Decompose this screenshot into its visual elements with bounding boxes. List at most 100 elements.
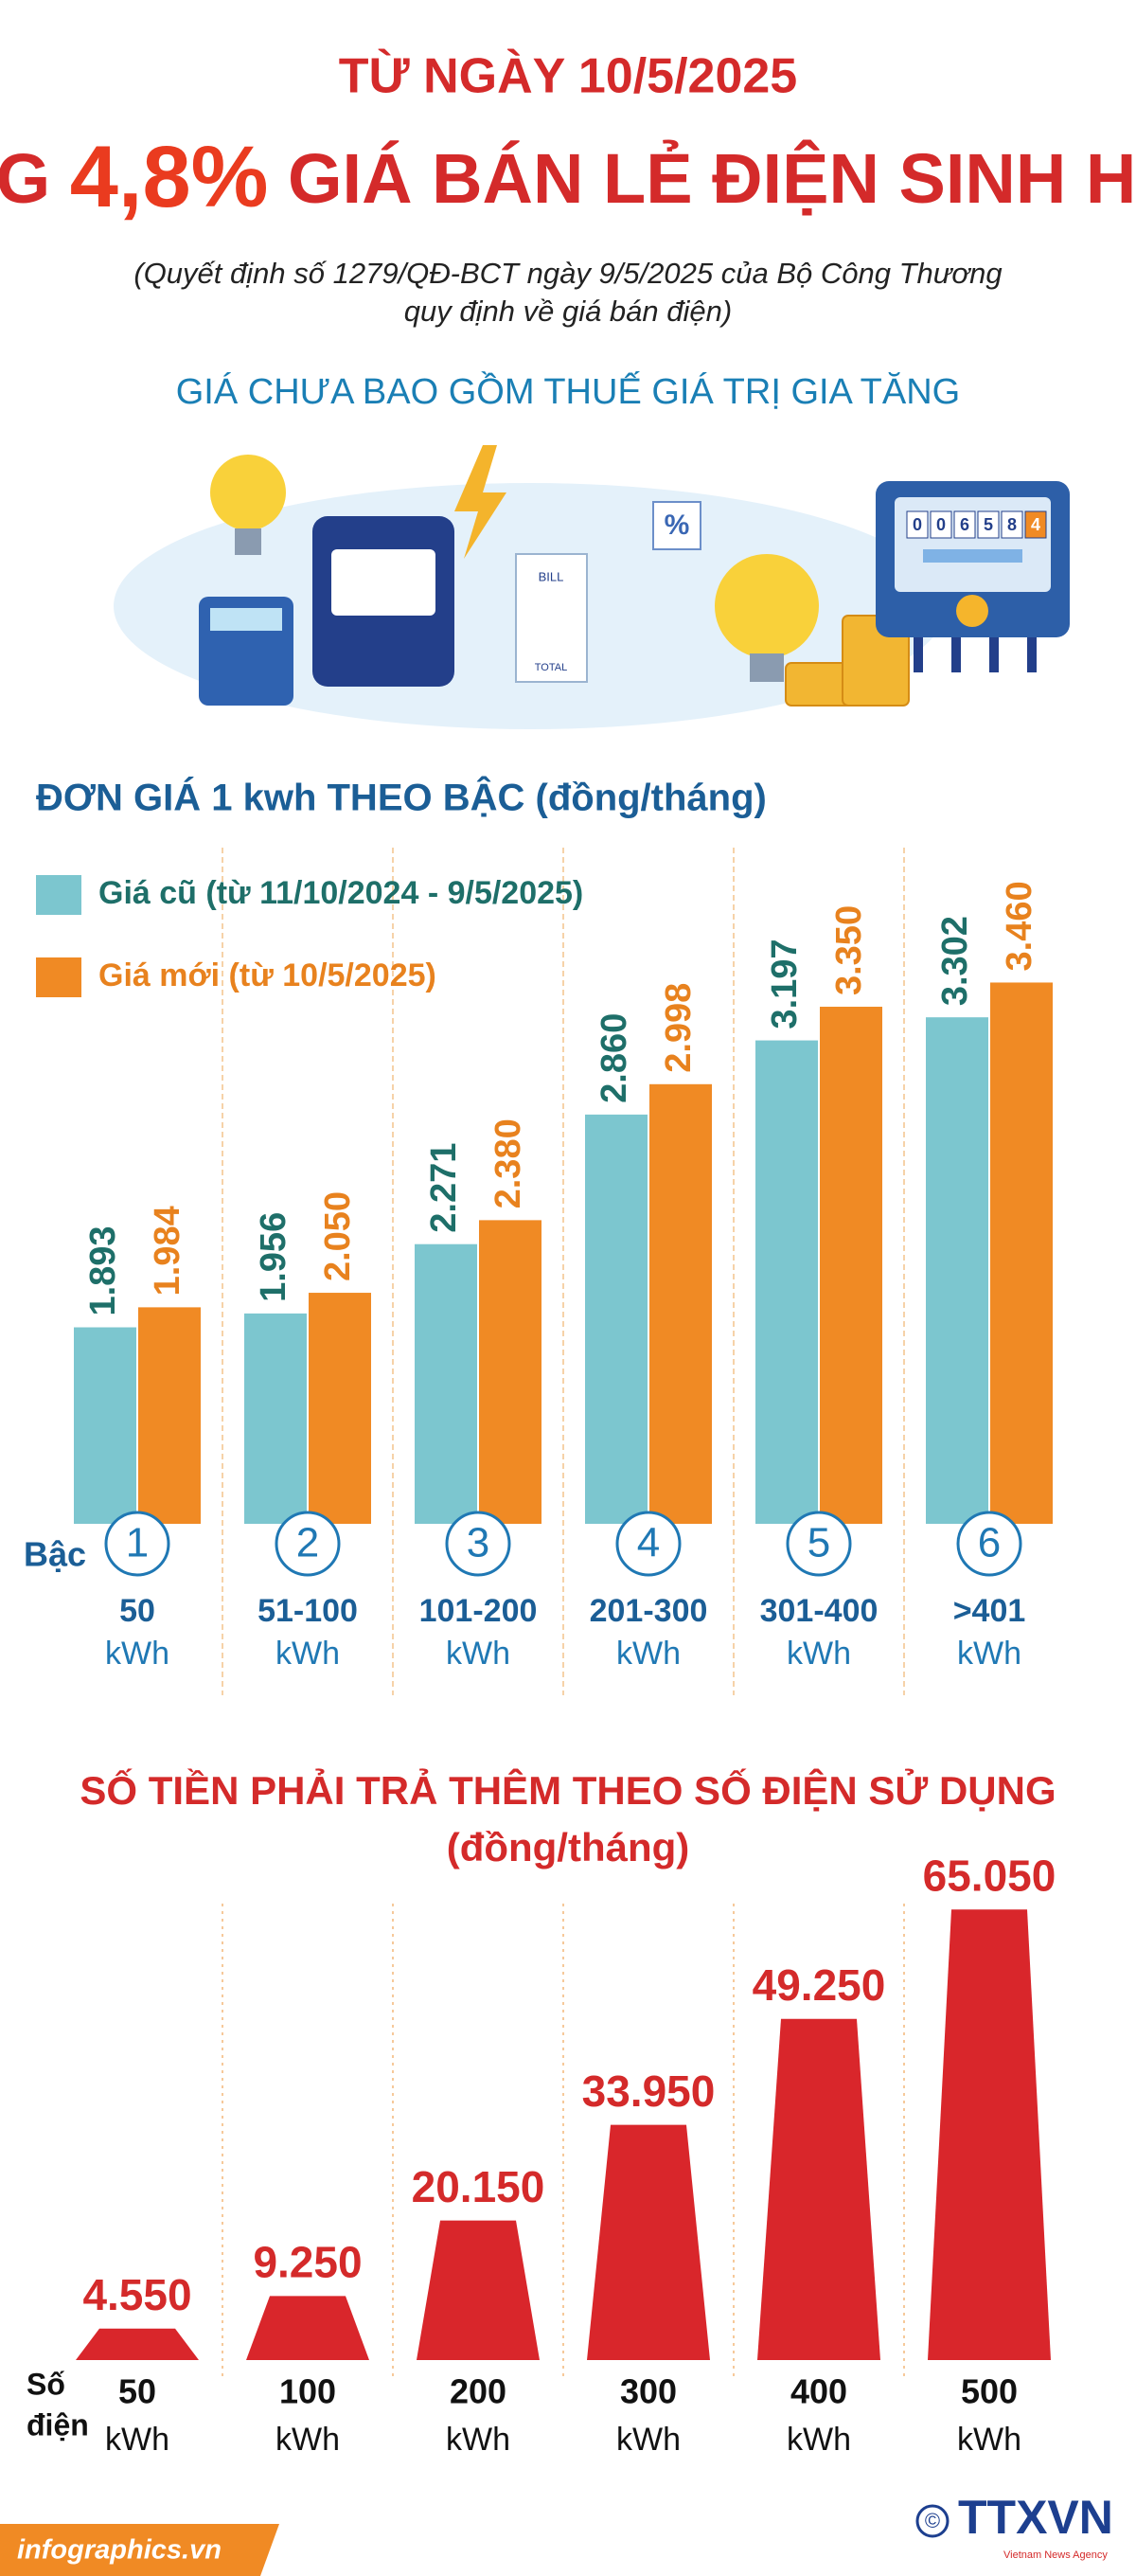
- tier-circle: [104, 1511, 170, 1577]
- x-tick-unit: kWh: [616, 2422, 681, 2458]
- legend-swatch: [36, 957, 81, 997]
- tier-unit: kWh: [105, 1636, 169, 1672]
- bar: [244, 1313, 307, 1524]
- subtitle: GIÁ CHƯA BAO GỒM THUẾ GIÁ TRỊ GIA TĂNG: [176, 370, 961, 412]
- tier-circle: [615, 1511, 682, 1577]
- device-screen: [331, 549, 435, 616]
- coins: [785, 615, 910, 707]
- trapezoid-bar: [76, 2328, 199, 2360]
- tier-range: 301-400: [760, 1593, 879, 1629]
- tier-unit: kWh: [616, 1636, 681, 1672]
- meter-digit: 0: [913, 515, 922, 534]
- bar: [309, 1293, 371, 1524]
- x-tick-label: 50: [118, 2372, 156, 2411]
- tier-circle: [275, 1511, 341, 1577]
- copyright-circle: [915, 2504, 950, 2538]
- trapezoid-bar: [587, 2124, 710, 2360]
- tier-unit: kWh: [957, 1636, 1021, 1672]
- x-tick-label: 300: [620, 2372, 677, 2411]
- meter-digit-box: [977, 510, 1000, 539]
- meter-digit-box: [906, 510, 929, 539]
- meter-digit: 5: [984, 515, 993, 534]
- title-suffix: GIÁ BÁN LẺ ĐIỆN SINH HOẠT: [288, 139, 1136, 218]
- tier-number: 4: [637, 1520, 660, 1566]
- x-tick-label: 100: [279, 2372, 336, 2411]
- percent-sign: %: [665, 510, 690, 541]
- bar: [820, 1007, 882, 1524]
- x-axis-label: điện: [27, 2407, 89, 2442]
- tier-number: 1: [126, 1520, 149, 1566]
- agency: Vietnam News Agency: [1003, 2549, 1108, 2561]
- x-tick-unit: kWh: [105, 2422, 169, 2458]
- value-label: 2.050: [318, 1191, 358, 1281]
- value-label: 4.550: [82, 2270, 191, 2319]
- value-label: 65.050: [923, 1851, 1056, 1900]
- bulb: [210, 455, 286, 530]
- percent-box: [652, 501, 701, 550]
- legend-swatch: [36, 875, 81, 915]
- bar: [755, 1040, 818, 1524]
- tier-circle: [956, 1511, 1022, 1577]
- main-title: TĂNG 4,8% GIÁ BÁN LẺ ĐIỆN SINH HOẠT: [0, 129, 1136, 225]
- trapezoid-bar: [757, 2018, 880, 2360]
- bulb-base: [750, 653, 784, 682]
- note: quy định về giá bán điện): [404, 295, 732, 328]
- bar: [926, 1017, 988, 1524]
- x-axis-label: Số: [27, 2367, 65, 2401]
- bill: [515, 553, 588, 683]
- trapezoid-bar: [928, 1909, 1051, 2360]
- meter-digit: 6: [960, 515, 969, 534]
- date-line: TỪ NGÀY 10/5/2025: [339, 49, 797, 104]
- tier-range: >401: [953, 1593, 1026, 1629]
- note: (Quyết định số 1279/QĐ-BCT ngày 9/5/2025…: [133, 257, 1002, 290]
- x-tick-unit: kWh: [787, 2422, 851, 2458]
- chart-unit-note: (đồng/tháng): [447, 1825, 690, 1869]
- footer: infographics.vn © TTXVN Vietnam News Age…: [0, 2491, 1113, 2576]
- value-label: 3.460: [1000, 881, 1039, 971]
- footer-band: [0, 2524, 279, 2576]
- meter-digit-box: [1024, 510, 1047, 539]
- tier-number: 6: [978, 1520, 1001, 1566]
- meter-digit-box: [930, 510, 952, 539]
- meter-digit-box: [1001, 510, 1023, 539]
- bar: [649, 1083, 712, 1524]
- copyright: ©: [925, 2509, 940, 2532]
- x-tick-unit: kWh: [446, 2422, 510, 2458]
- bulb-base: [235, 528, 261, 555]
- logo: TTXVN: [958, 2491, 1113, 2544]
- value-label: 2.998: [659, 983, 699, 1073]
- tier-range: 201-300: [590, 1593, 708, 1629]
- bar: [585, 1114, 648, 1524]
- trapezoid-bar: [246, 2296, 369, 2360]
- tier-range: 101-200: [419, 1593, 538, 1629]
- bar: [138, 1307, 201, 1524]
- title-prefix: TĂNG: [0, 139, 50, 218]
- value-label: 1.893: [83, 1225, 123, 1315]
- lightning: [454, 445, 506, 559]
- bulb: [715, 554, 819, 658]
- value-label: 9.250: [253, 2237, 362, 2286]
- tier-unit: kWh: [446, 1636, 510, 1672]
- bar: [990, 982, 1053, 1524]
- value-label: 2.860: [595, 1013, 634, 1103]
- tier-label: Bậc: [24, 1535, 86, 1574]
- tier-number: 2: [296, 1520, 319, 1566]
- trapezoid-bar: [417, 2220, 540, 2360]
- bill-total: TOTAL: [535, 662, 567, 673]
- tier-unit: kWh: [787, 1636, 851, 1672]
- tier-range: 51-100: [257, 1593, 358, 1629]
- x-tick-label: 400: [790, 2372, 847, 2411]
- value-label: 33.950: [582, 2066, 716, 2116]
- bill-label: BILL: [539, 569, 564, 583]
- legend-label: Giá mới (từ 10/5/2025): [98, 957, 436, 993]
- meter-bar: [923, 549, 1022, 563]
- chart-title: SỐ TIỀN PHẢI TRẢ THÊM THEO SỐ ĐIỆN SỬ DỤ…: [80, 1767, 1056, 1813]
- value-label: 3.302: [935, 916, 975, 1006]
- bar: [479, 1220, 541, 1524]
- tier-unit: kWh: [275, 1636, 340, 1672]
- meter-digit: 4: [1031, 515, 1040, 534]
- bar: [415, 1243, 477, 1524]
